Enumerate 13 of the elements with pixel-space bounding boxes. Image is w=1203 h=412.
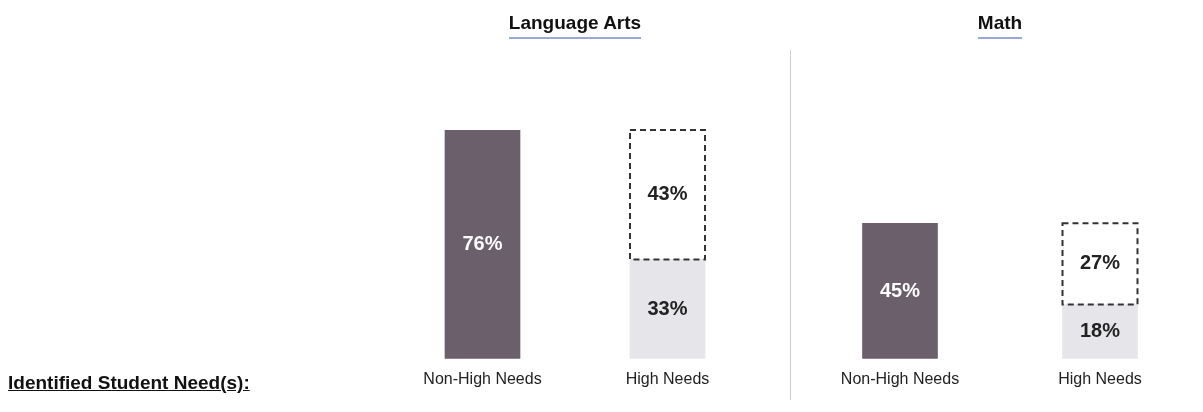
x-tick-label: High Needs [625, 369, 710, 387]
x-tick-label: High Needs [1058, 369, 1142, 387]
data-label: 45% [879, 278, 921, 301]
data-label: 33% [647, 296, 688, 319]
chart-title: Language Arts [508, 12, 642, 39]
data-label: 27% [1079, 251, 1121, 274]
x-tick-label: Non-High Needs [423, 369, 542, 387]
data-label: 76% [462, 231, 503, 254]
chart-title: Math [977, 12, 1023, 39]
data-label: 43% [647, 182, 688, 205]
data-label: 18% [1079, 319, 1121, 342]
x-tick-label: Non-High Needs [840, 369, 960, 387]
text: Identified Student Need(s): [8, 372, 251, 394]
